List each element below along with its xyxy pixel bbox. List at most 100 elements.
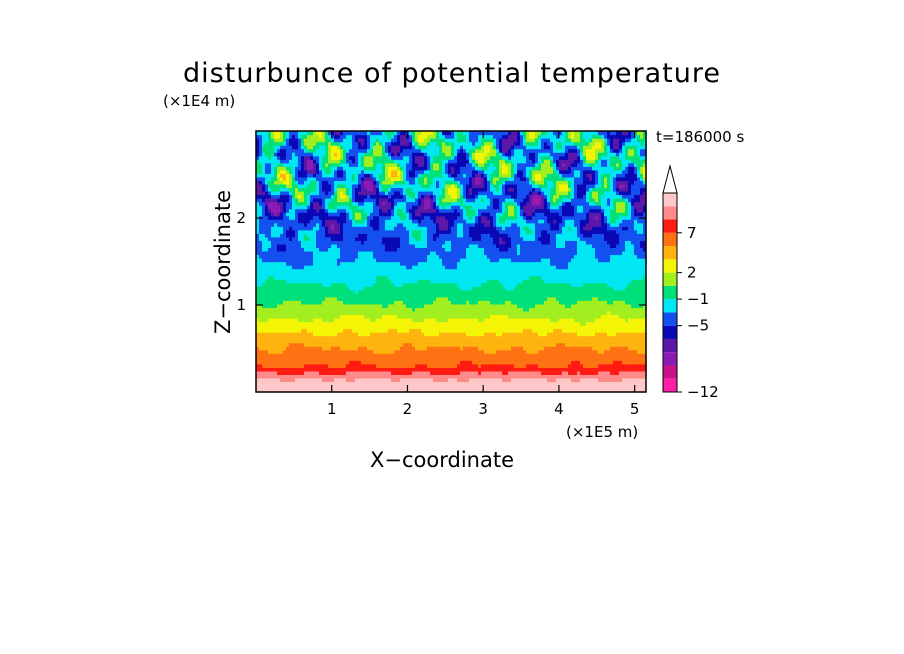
field-cell <box>274 332 278 337</box>
field-cell <box>256 346 260 351</box>
field-cell <box>331 353 335 358</box>
field-cell <box>415 286 419 291</box>
field-cell <box>352 349 356 354</box>
field-cell <box>469 335 473 340</box>
field-cell <box>397 261 401 266</box>
field-cell <box>262 310 266 316</box>
field-cell <box>313 384 317 390</box>
field-cell <box>448 342 452 347</box>
field-cell <box>358 279 362 284</box>
field-cell <box>274 374 278 379</box>
field-cell <box>259 310 263 316</box>
field-cell <box>310 293 314 298</box>
field-cell <box>340 272 344 277</box>
field-cell <box>400 370 404 375</box>
field-cell <box>304 275 308 280</box>
field-cell <box>616 324 620 330</box>
field-cell <box>562 377 566 383</box>
field-cell <box>472 310 476 316</box>
field-cell <box>316 296 320 301</box>
field-cell <box>511 388 515 393</box>
field-cell <box>574 360 578 365</box>
field-cell <box>532 353 536 358</box>
field-cell <box>562 289 566 294</box>
field-cell <box>586 321 590 326</box>
field-cell <box>571 349 575 354</box>
field-cell <box>565 377 569 383</box>
field-cell <box>406 332 410 337</box>
field-cell <box>514 353 518 358</box>
field-cell <box>322 286 326 291</box>
field-cell <box>454 314 458 319</box>
field-cell <box>379 335 383 340</box>
field-cell <box>460 289 464 294</box>
field-cell <box>280 261 284 266</box>
field-cell <box>637 282 641 287</box>
field-cell <box>445 293 449 298</box>
field-cell <box>409 356 413 361</box>
field-cell <box>331 310 335 316</box>
field-cell <box>385 349 389 354</box>
field-cell <box>460 296 464 301</box>
field-cell <box>610 374 614 379</box>
field-cell <box>325 339 329 344</box>
field-cell <box>553 289 557 294</box>
field-cell <box>544 282 548 287</box>
field-cell <box>280 310 284 316</box>
field-cell <box>418 328 422 333</box>
field-cell <box>277 349 281 354</box>
field-cell <box>418 370 422 375</box>
field-cell <box>325 293 329 298</box>
field-cell <box>586 384 590 390</box>
field-cell <box>481 360 485 365</box>
field-cell <box>355 254 359 259</box>
field-cell <box>481 296 485 301</box>
field-cell <box>625 349 629 354</box>
field-cell <box>256 353 260 358</box>
field-cell <box>262 300 266 305</box>
field-cell <box>610 363 614 368</box>
field-cell <box>604 314 608 319</box>
field-cell <box>262 353 266 358</box>
field-cell <box>325 342 329 347</box>
field-cell <box>460 388 464 393</box>
field-cell <box>511 265 515 270</box>
field-cell <box>430 370 434 375</box>
field-cell <box>358 367 362 372</box>
field-cell <box>613 275 617 280</box>
field-cell <box>373 254 377 259</box>
field-cell <box>367 289 371 294</box>
field-cell <box>520 356 524 361</box>
field-cell <box>424 321 428 326</box>
field-cell <box>292 300 296 305</box>
field-cell <box>421 307 425 312</box>
field-cell <box>526 324 530 330</box>
field-cell <box>304 307 308 312</box>
field-cell <box>352 279 356 284</box>
field-cell <box>382 307 386 312</box>
field-cell <box>622 356 626 361</box>
field-cell <box>535 370 539 375</box>
field-cell <box>436 349 440 354</box>
field-cell <box>643 293 647 298</box>
field-cell <box>310 265 314 270</box>
field-cell <box>499 321 503 326</box>
field-cell <box>637 363 641 368</box>
field-cell <box>445 381 449 386</box>
field-cell <box>349 261 353 266</box>
field-cell <box>358 321 362 326</box>
field-cell <box>436 261 440 266</box>
field-cell <box>463 377 467 383</box>
field-cell <box>361 374 365 379</box>
field-cell <box>595 296 599 301</box>
field-cell <box>349 307 353 312</box>
field-cell <box>469 268 473 273</box>
field-cell <box>301 374 305 379</box>
field-cell <box>529 346 533 351</box>
field-cell <box>601 367 605 372</box>
field-cell <box>373 356 377 361</box>
field-cell <box>445 342 449 347</box>
field-cell <box>580 324 584 330</box>
field-cell <box>364 332 368 337</box>
